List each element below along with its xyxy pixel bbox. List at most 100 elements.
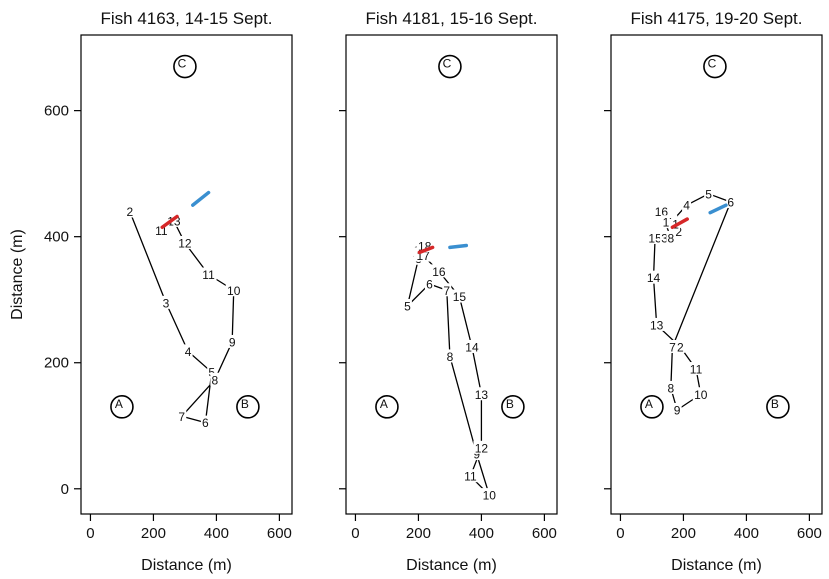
x-tick-label: 200 [406, 525, 431, 542]
point-label-bg [660, 230, 670, 244]
point-label: 11 [690, 363, 703, 377]
point-label-bg [473, 440, 490, 454]
point-label: 4 [185, 345, 192, 359]
x-tick-label: 0 [616, 525, 624, 542]
start-marker [670, 217, 689, 229]
point-label-bg [176, 235, 193, 249]
panel-title: Fish 4175, 19-20 Sept. [630, 9, 802, 28]
point-label-bg [675, 339, 685, 353]
x-tick-label: 600 [532, 525, 557, 542]
point-label-bg [125, 204, 135, 218]
x-axis-label: Distance (m) [406, 557, 497, 574]
point-label-bg [682, 198, 692, 212]
start-marker [160, 214, 179, 229]
point-label: 8 [667, 231, 674, 245]
x-tick-label: 600 [797, 525, 822, 542]
point-label: 9 [229, 335, 236, 349]
point-label-bg [645, 270, 662, 284]
point-label: 10 [694, 388, 708, 402]
point-label: 13 [650, 318, 664, 332]
point-label: 12 [178, 236, 192, 250]
point-label: 10 [227, 284, 241, 298]
point-label: 6 [727, 196, 734, 210]
point-label-bg [704, 186, 714, 200]
point-label: 5 [404, 300, 411, 314]
point-label-bg [424, 276, 434, 290]
station-b [766, 395, 790, 419]
point-label: 9 [674, 404, 681, 418]
point-label-bg [200, 415, 210, 429]
point-label-bg [200, 267, 217, 281]
y-tick-label: 200 [44, 355, 69, 372]
point-label: 12 [475, 441, 489, 455]
x-tick-label: 400 [734, 525, 759, 542]
station-label: A [380, 397, 388, 411]
point-label-bg [672, 403, 682, 417]
point-label-bg [462, 469, 479, 483]
point-label: 6 [202, 416, 209, 430]
station-b [236, 395, 260, 419]
x-tick-label: 200 [671, 525, 696, 542]
point-label-bg [402, 299, 412, 313]
station-c [438, 54, 462, 79]
point-label-bg [445, 349, 455, 363]
x-tick-label: 600 [267, 525, 292, 542]
point-label: 7 [443, 284, 450, 298]
point-label-bg [666, 230, 676, 244]
point-label: 9 [473, 448, 480, 462]
point-label-bg [451, 289, 468, 303]
end-marker [708, 203, 728, 215]
station-label: A [115, 397, 123, 411]
panel-title: Fish 4181, 15-16 Sept. [365, 9, 537, 28]
plot-frame [80, 34, 293, 515]
point-label: 5 [208, 366, 215, 380]
y-tick-label: 0 [61, 481, 69, 498]
station-a [640, 395, 664, 419]
point-label: 7 [178, 410, 185, 424]
point-label: 6 [426, 277, 433, 291]
plot-frame [610, 34, 823, 515]
point-label: 15 [648, 231, 662, 245]
point-label: 4 [683, 199, 690, 213]
point-label: 8 [211, 373, 218, 387]
point-label-bg [653, 204, 670, 218]
point-label: 5 [705, 187, 712, 201]
point-label: 15 [453, 290, 467, 304]
point-label: 14 [465, 340, 479, 354]
point-label-bg [692, 387, 709, 401]
point-label-bg [688, 362, 705, 376]
point-label-bg [225, 283, 242, 297]
station-label: C [178, 57, 187, 71]
station-a [375, 395, 399, 419]
x-axis-label: Distance (m) [141, 557, 232, 574]
point-label: 3 [163, 296, 170, 310]
x-tick-label: 200 [141, 525, 166, 542]
x-tick-label: 0 [86, 525, 94, 542]
point-label: 8 [447, 350, 454, 364]
point-label: 10 [483, 489, 497, 503]
point-label-bg [667, 339, 677, 353]
point-label-bg [726, 195, 736, 209]
start-marker [417, 245, 435, 255]
point-label: 13 [475, 388, 489, 402]
point-label-bg [207, 365, 217, 379]
station-a [110, 395, 134, 419]
plot-frame [345, 34, 558, 515]
station-label: C [708, 57, 717, 71]
point-label-bg [183, 344, 193, 358]
point-label-bg [442, 283, 452, 297]
point-label: 14 [647, 271, 661, 285]
point-label: 16 [432, 265, 446, 279]
point-label-bg [481, 488, 498, 502]
point-label: 7 [669, 340, 676, 354]
point-label: 8 [667, 381, 674, 395]
point-label: 3 [661, 231, 668, 245]
station-label: B [506, 397, 514, 411]
station-c [703, 54, 727, 79]
point-label-bg [666, 380, 676, 394]
point-label-bg [430, 264, 447, 278]
station-label: B [241, 397, 249, 411]
station-c [173, 54, 197, 79]
station-label: A [645, 397, 653, 411]
